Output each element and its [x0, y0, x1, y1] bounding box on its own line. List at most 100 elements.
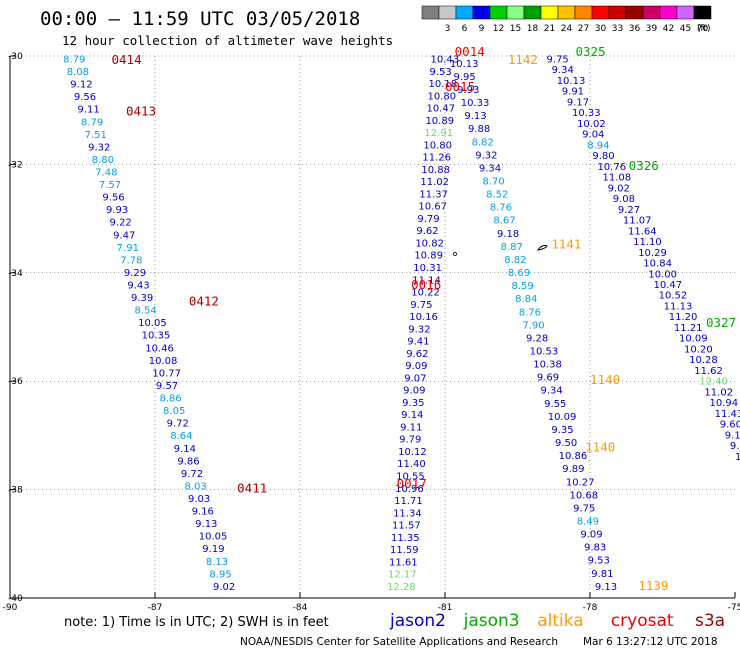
legend-tick: 33 [612, 24, 623, 34]
legend-tick: 39 [646, 24, 658, 34]
legend-swatch [438, 5, 457, 20]
swh-value: 10.33 [572, 108, 601, 119]
swh-value: 8.64 [170, 431, 192, 442]
swh-value: 11.02 [420, 177, 449, 188]
swh-value: 10.67 [418, 202, 447, 213]
swh-value: 11.62 [694, 366, 723, 377]
swh-value: 10.47 [653, 280, 682, 291]
plot-frame [9, 56, 735, 599]
swh-value: 10.53 [530, 347, 559, 358]
pass-label: 0327 [706, 315, 736, 330]
swh-value: 11.35 [391, 533, 420, 544]
legend-swatch [455, 5, 474, 20]
swh-value: 10.94 [710, 398, 739, 409]
legend-swatch [642, 5, 661, 20]
swh-value: 10.35 [142, 331, 171, 342]
swh-value: 10.33 [461, 98, 490, 109]
swh-value: 9.60 [720, 420, 740, 431]
legend-tick: 36 [629, 24, 641, 34]
swh-value: 9.72 [167, 419, 189, 430]
swh-value: 9.28 [526, 333, 548, 344]
swh-value: 8.05 [163, 406, 185, 417]
swh-value: 11.26 [422, 153, 451, 164]
satellite-jason3: jason3 [463, 611, 520, 631]
swh-value: 9.34 [540, 386, 562, 397]
swh-value: 11.14 [412, 275, 441, 286]
pass-label: 0015 [445, 79, 475, 94]
swh-value: 9.56 [74, 92, 96, 103]
y-tick-label: -34 [8, 269, 23, 279]
swh-value: 11.10 [633, 237, 662, 248]
swh-value: 9.75 [573, 503, 595, 514]
swh-value: 9.18 [497, 229, 519, 240]
swh-value: 9.32 [408, 324, 430, 335]
swh-value: 11.37 [419, 189, 448, 200]
footer-timestamp: Mar 6 13:27:12 UTC 2018 [583, 636, 718, 648]
swh-value: 9.47 [113, 230, 135, 241]
swh-value: 10.13 [557, 76, 586, 87]
swh-value: 9.62 [416, 226, 438, 237]
swh-value: 9.75 [547, 55, 569, 66]
swh-value: 11.61 [389, 557, 418, 568]
swh-value: 8.82 [504, 255, 526, 266]
legend-swatch [472, 5, 491, 20]
swh-value: 10.09 [679, 334, 708, 345]
legend-swatch [591, 5, 610, 20]
swh-value: 9.02 [213, 582, 235, 593]
legend-swatch [489, 5, 508, 20]
pass-labels: 0414 0413 0412 0411 0014 0015 0016 0017 1142 1141… [112, 44, 737, 593]
swh-value: 9.14 [174, 444, 196, 455]
swh-value: 10.46 [145, 343, 174, 354]
x-tick-label: -75 [728, 603, 740, 613]
swh-value: 9.09 [403, 386, 425, 397]
swh-value: 12.40 [699, 377, 728, 388]
legend-swatch [574, 5, 593, 20]
swh-value: 10.02 [577, 119, 606, 130]
legend-tick: 3 [445, 24, 451, 34]
swh-value: 10.38 [533, 360, 562, 371]
swh-value: 11.40 [397, 459, 426, 470]
pass-label: 0326 [629, 158, 659, 173]
x-tick-label: -90 [3, 603, 18, 613]
swh-value: 11.21 [674, 323, 703, 334]
pass-label: 0017 [397, 476, 427, 491]
swh-value: 7.51 [85, 130, 107, 141]
swh-value: 10.22 [411, 288, 440, 299]
swh-value: 12.17 [388, 570, 417, 581]
swh-value: 10.68 [569, 490, 598, 501]
swh-value: 8.13 [206, 557, 228, 568]
swh-value: 8.95 [209, 569, 231, 580]
swh-value: 7.57 [99, 180, 121, 191]
swh-value: 9.79 [417, 214, 439, 225]
swh-value: 9.95 [453, 72, 475, 83]
track-jason3-3: 9.759.3410.139.919.1710.3310.029.048.949… [547, 55, 740, 463]
swh-value: 9.11 [77, 105, 99, 116]
pass-label: 0413 [126, 104, 156, 119]
swh-value: 9.55 [544, 399, 566, 410]
swh-value: 9.09 [405, 361, 427, 372]
y-tick-label: -40 [8, 594, 23, 604]
pass-label: 1142 [508, 52, 538, 67]
swh-value: 10.80 [423, 140, 452, 151]
swh-value: 9.19 [202, 544, 224, 555]
legend-tick: 12 [493, 24, 504, 34]
satellite-legend: jason2 jason3 altika cryosat s3a [389, 611, 725, 631]
swh-value: 9.29 [124, 268, 146, 279]
swh-value: 9.75 [410, 300, 432, 311]
swh-value: 10.05 [138, 318, 167, 329]
swh-value: 11.34 [393, 508, 422, 519]
swh-value: 10.27 [566, 477, 595, 488]
y-tick-label: -30 [8, 52, 23, 62]
swh-value: 11.20 [669, 312, 698, 323]
swh-value: 8.52 [486, 190, 508, 201]
legend-tick: 45 [680, 24, 691, 34]
swh-value: 9.39 [131, 293, 153, 304]
swh-value: 10.08 [149, 356, 178, 367]
swh-value: 9.43 [127, 281, 149, 292]
legend-tick: 24 [561, 24, 573, 34]
swh-value: 9.32 [88, 142, 110, 153]
swh-value: 10.89 [425, 116, 454, 127]
footer-credit: NOAA/NESDIS Center for Satellite Applica… [240, 636, 558, 648]
swh-value: 10.09 [548, 412, 577, 423]
